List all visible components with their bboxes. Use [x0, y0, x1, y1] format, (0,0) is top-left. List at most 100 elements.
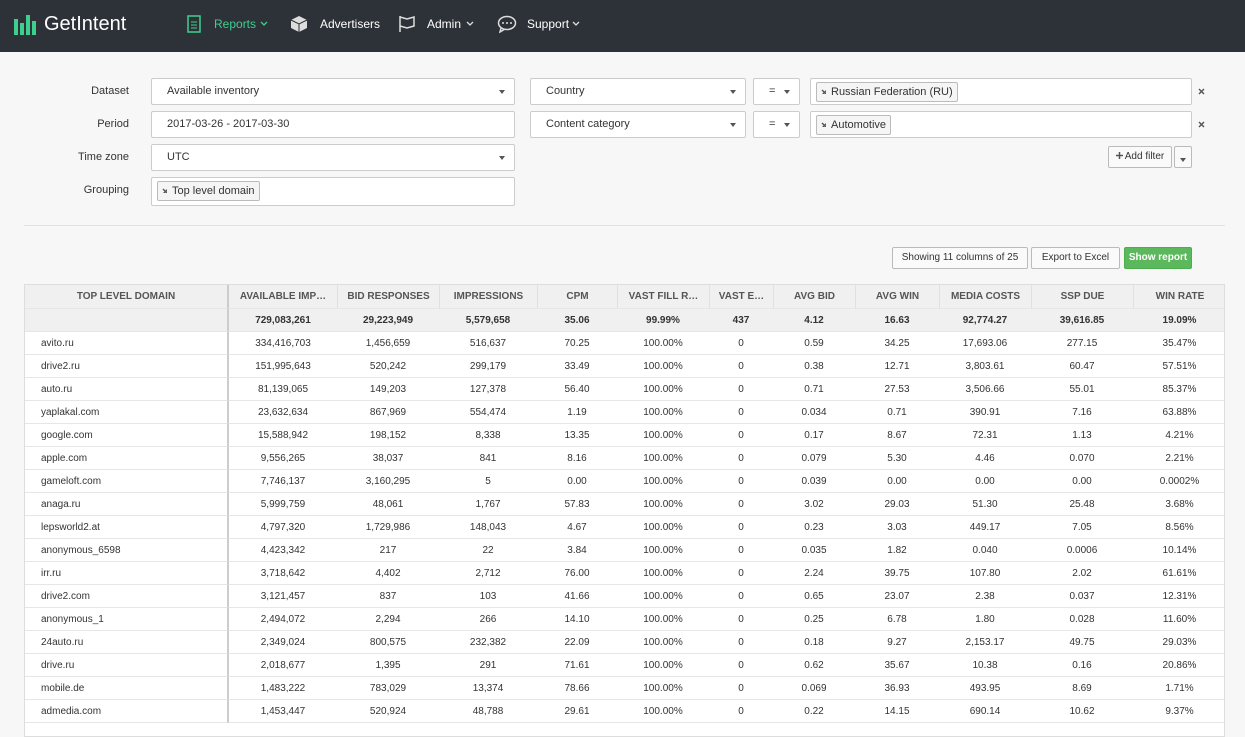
- add-filter-button[interactable]: Add filter: [1108, 146, 1172, 168]
- nav-item[interactable]: Support: [527, 17, 570, 31]
- brand[interactable]: GetIntent: [44, 13, 127, 35]
- totals-cell: 5,579,658: [439, 309, 537, 332]
- field-input[interactable]: Available inventory: [151, 78, 515, 105]
- remove-icon[interactable]: [821, 122, 826, 127]
- data-cell: 217: [337, 539, 439, 562]
- column-header[interactable]: SSP DUE: [1031, 285, 1133, 309]
- domain-cell: 24auto.ru: [25, 631, 229, 654]
- column-header[interactable]: VAST E…: [709, 285, 773, 309]
- data-cell: 100.00%: [617, 424, 709, 447]
- data-cell: 12.31%: [1133, 585, 1224, 608]
- data-cell: 8.67: [855, 424, 939, 447]
- column-header[interactable]: AVG BID: [773, 285, 855, 309]
- data-cell: 0: [709, 332, 773, 355]
- data-cell: 22: [439, 539, 537, 562]
- tag-label: Top level domain: [172, 185, 255, 197]
- caret: [730, 123, 736, 127]
- data-cell: 2.38: [939, 585, 1031, 608]
- data-cell: 0: [709, 677, 773, 700]
- totals-cell: 92,774.27: [939, 309, 1031, 332]
- data-cell: 0.65: [773, 585, 855, 608]
- column-header[interactable]: BID RESPONSES: [337, 285, 439, 309]
- filter-value[interactable]: Russian Federation (RU): [810, 78, 1192, 105]
- column-header[interactable]: WIN RATE: [1133, 285, 1224, 309]
- totals-cell: 19.09%: [1133, 309, 1224, 332]
- data-cell: 390.91: [939, 401, 1031, 424]
- domain-cell: gameloft.com: [25, 470, 229, 493]
- domain-cell: lepsworld2.at: [25, 516, 229, 539]
- domain-cell: yaplakal.com: [25, 401, 229, 424]
- data-cell: 841: [439, 447, 537, 470]
- data-cell: 3.68%: [1133, 493, 1224, 516]
- caret: [1180, 158, 1186, 162]
- caret: [784, 123, 790, 127]
- column-header[interactable]: AVAILABLE IMP…: [229, 285, 337, 309]
- column-header[interactable]: IMPRESSIONS: [439, 285, 537, 309]
- domain-cell: drive2.ru: [25, 355, 229, 378]
- data-cell: 149,203: [337, 378, 439, 401]
- data-cell: 5.30: [855, 447, 939, 470]
- data-cell: 34.25: [855, 332, 939, 355]
- data-cell: 100.00%: [617, 378, 709, 401]
- domain-cell: auto.ru: [25, 378, 229, 401]
- data-cell: 4,402: [337, 562, 439, 585]
- field-value: Available inventory: [167, 85, 260, 97]
- filter-operator[interactable]: =: [753, 111, 800, 138]
- filter-field[interactable]: Country: [530, 78, 746, 105]
- data-cell: 100.00%: [617, 631, 709, 654]
- nav-item[interactable]: Advertisers: [320, 17, 381, 31]
- data-cell: 0.079: [773, 447, 855, 470]
- data-cell: 5: [439, 470, 537, 493]
- data-cell: 0.23: [773, 516, 855, 539]
- show-report-button[interactable]: Show report: [1124, 247, 1192, 269]
- nav-item[interactable]: Admin: [427, 17, 462, 31]
- caret: [784, 90, 790, 94]
- remove-icon[interactable]: [821, 89, 826, 94]
- data-cell: 7.05: [1031, 516, 1133, 539]
- remove-icon[interactable]: [1198, 121, 1205, 128]
- filter-value[interactable]: Automotive: [810, 111, 1192, 138]
- data-cell: 0.16: [1031, 654, 1133, 677]
- filter-operator[interactable]: =: [753, 78, 800, 105]
- grouping-input[interactable]: Top level domain: [151, 177, 515, 206]
- caret: [499, 90, 505, 94]
- data-cell: 1,767: [439, 493, 537, 516]
- data-cell: 60.47: [1031, 355, 1133, 378]
- filter-field-value: Country: [546, 85, 585, 97]
- data-cell: 72.31: [939, 424, 1031, 447]
- remove-icon[interactable]: [1198, 88, 1205, 95]
- column-header[interactable]: AVG WIN: [855, 285, 939, 309]
- data-cell: 48,788: [439, 700, 537, 723]
- column-header[interactable]: TOP LEVEL DOMAIN: [25, 285, 229, 309]
- data-cell: 1.13: [1031, 424, 1133, 447]
- caret: [466, 21, 474, 26]
- tag: Russian Federation (RU): [816, 82, 958, 102]
- data-cell: 0.069: [773, 677, 855, 700]
- data-cell: 0.0006: [1031, 539, 1133, 562]
- column-header[interactable]: MEDIA COSTS: [939, 285, 1031, 309]
- field-input[interactable]: UTC: [151, 144, 515, 171]
- filter-field[interactable]: Content category: [530, 111, 746, 138]
- data-cell: 3,506.66: [939, 378, 1031, 401]
- add-filter-dropdown[interactable]: [1174, 146, 1192, 168]
- column-header[interactable]: VAST FILL R…: [617, 285, 709, 309]
- data-cell: 27.53: [855, 378, 939, 401]
- totals-cell: 35.06: [537, 309, 617, 332]
- data-cell: 51.30: [939, 493, 1031, 516]
- data-cell: 12.71: [855, 355, 939, 378]
- data-cell: 1,453,447: [229, 700, 337, 723]
- column-header[interactable]: CPM: [537, 285, 617, 309]
- nav-item[interactable]: Reports: [214, 17, 257, 31]
- export-button[interactable]: Export to Excel: [1031, 247, 1120, 269]
- field-input[interactable]: 2017-03-26 - 2017-03-30: [151, 111, 515, 138]
- data-cell: 63.88%: [1133, 401, 1224, 424]
- data-cell: 520,242: [337, 355, 439, 378]
- data-cell: 70.25: [537, 332, 617, 355]
- remove-icon[interactable]: [162, 188, 167, 193]
- data-cell: 0: [709, 585, 773, 608]
- data-cell: 13.35: [537, 424, 617, 447]
- tag: Top level domain: [157, 181, 260, 201]
- data-cell: 449.17: [939, 516, 1031, 539]
- columns-button[interactable]: Showing 11 columns of 25: [892, 247, 1028, 269]
